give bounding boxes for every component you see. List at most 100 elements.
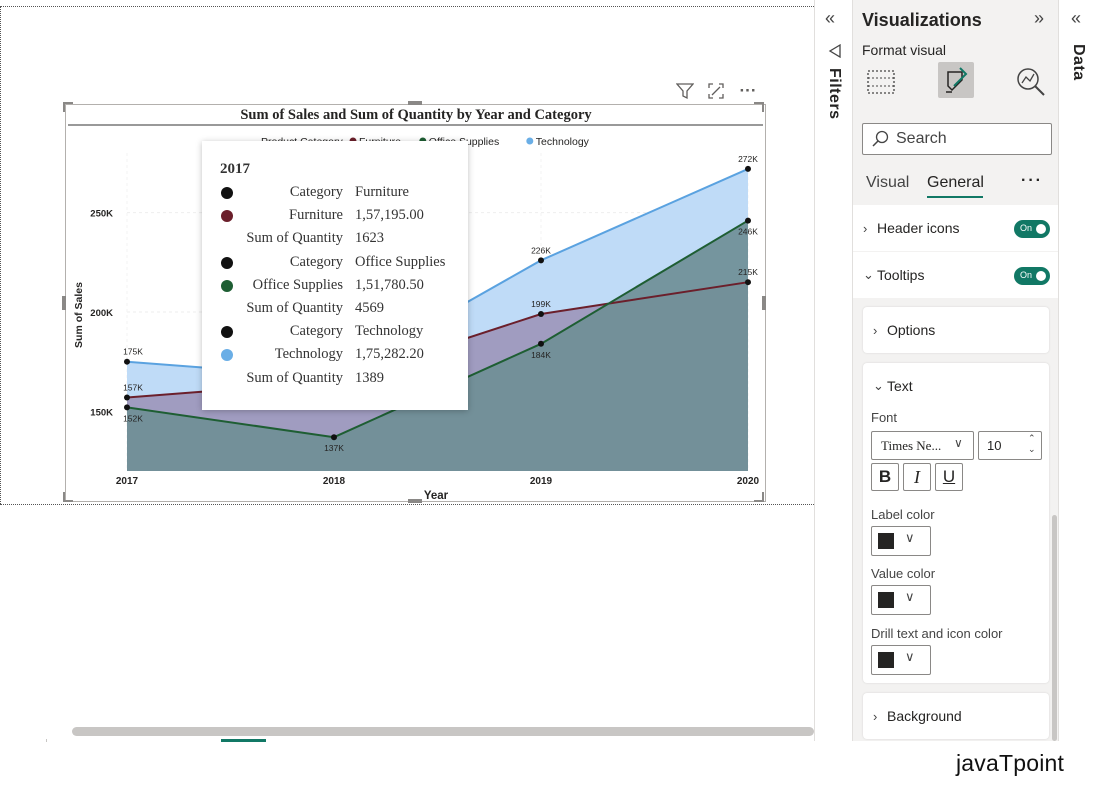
funnel-icon[interactable] [674, 80, 696, 102]
data-label: 175K [123, 347, 143, 357]
resize-handle-left[interactable] [62, 296, 66, 310]
header-icons-row[interactable]: › Header icons On [853, 205, 1059, 251]
format-visual-icon[interactable] [938, 62, 974, 98]
search-box[interactable]: Search [862, 123, 1052, 155]
collapse-chevron-icon[interactable]: « [825, 8, 836, 28]
background-label: Background [887, 708, 962, 724]
font-family-select[interactable]: Times Ne... ∨ [871, 431, 974, 460]
data-label: 272K [738, 154, 758, 164]
page-border-top [0, 6, 814, 7]
color-swatch [878, 533, 894, 549]
chevron-down-icon: ∨ [905, 589, 915, 604]
chart-tooltip: 2017 Category Furniture Furniture 1,57,195.… [202, 141, 468, 410]
tooltip-value: Technology [355, 323, 424, 340]
data-point [538, 257, 544, 264]
data-pane[interactable]: « Data [1058, 0, 1100, 741]
tooltips-row[interactable]: ⌄ Tooltips On [853, 252, 1059, 298]
collapse-chevron-icon[interactable]: « [1071, 8, 1082, 28]
tooltip-value: Furniture [355, 184, 409, 200]
text-section-header[interactable]: ⌄ Text [873, 378, 913, 394]
data-pane-title[interactable]: Data [1070, 44, 1087, 81]
data-point [538, 340, 544, 347]
data-point [124, 404, 130, 411]
data-label: 215K [738, 267, 758, 277]
toggle-label: On [1020, 223, 1033, 233]
x-tick-label: 2019 [530, 476, 553, 487]
font-size-value: 10 [987, 438, 1002, 453]
header-icons-label: Header icons [877, 220, 960, 236]
data-label: 157K [123, 382, 143, 392]
background-card[interactable]: › Background [863, 693, 1049, 739]
focus-mode-icon[interactable] [705, 80, 727, 102]
chevron-right-icon: › [873, 708, 878, 724]
header-icons-toggle[interactable]: On [1014, 220, 1050, 238]
legend-marker [526, 137, 534, 145]
analytics-icon[interactable] [1015, 66, 1047, 98]
chart-x-ticks: 2017 2018 2019 2020 [116, 476, 760, 487]
tab-general[interactable]: General [927, 174, 984, 191]
toggle-knob [1036, 271, 1046, 281]
tooltip-label: Technology [274, 346, 343, 363]
stepper-up-icon[interactable]: ⌃ [1028, 433, 1036, 443]
tooltip-row: Category Office Supplies [202, 252, 468, 274]
active-tab-underline [927, 196, 983, 198]
pane-scrollbar[interactable] [1052, 515, 1057, 741]
resize-handle-right[interactable] [762, 296, 766, 310]
options-card[interactable]: › Options [863, 307, 1049, 353]
text-label: Text [887, 378, 913, 394]
toggle-label: On [1020, 270, 1033, 280]
tooltip-dot [221, 210, 233, 223]
bold-button[interactable]: B [871, 463, 899, 491]
drill-color-picker[interactable]: ∨ [871, 645, 931, 675]
tooltips-toggle[interactable]: On [1014, 267, 1050, 285]
build-visual-icon[interactable] [865, 66, 897, 98]
expand-chevron-icon[interactable]: » [1034, 8, 1045, 28]
filters-pane[interactable]: « Filters [814, 0, 853, 741]
resize-handle-tr[interactable] [754, 102, 764, 112]
chevron-down-icon: ⌄ [863, 267, 874, 282]
resize-handle-top[interactable] [408, 101, 422, 105]
resize-handle-br[interactable] [754, 492, 764, 502]
underline-button[interactable]: U [935, 463, 963, 491]
stepper-down-icon[interactable]: ⌄ [1028, 444, 1036, 454]
horizontal-scrollbar[interactable] [72, 727, 814, 736]
search-input[interactable]: Search [896, 130, 947, 147]
italic-button[interactable]: I [903, 463, 931, 491]
tooltip-row: Category Technology [202, 321, 468, 343]
tooltip-label: Category [289, 323, 343, 340]
tooltip-row: Furniture 1,57,195.00 [202, 205, 468, 227]
label-color-picker[interactable]: ∨ [871, 526, 931, 556]
resize-handle-tl[interactable] [63, 102, 73, 112]
text-card: ⌄ Text [863, 363, 1049, 683]
tooltip-label: Sum of Quantity [246, 300, 343, 316]
report-canvas: ··· Sum of Sales and Sum of Quantity by … [0, 6, 814, 742]
options-label: Options [887, 322, 936, 338]
resize-handle-bottom[interactable] [408, 499, 422, 503]
tooltip-label: Sum of Quantity [246, 369, 343, 386]
data-point [745, 217, 751, 224]
tooltip-value: 1,57,195.00 [355, 207, 424, 224]
active-page-indicator[interactable] [221, 739, 266, 742]
tooltip-row: Category Furniture [202, 182, 468, 204]
resize-handle-bl[interactable] [63, 492, 73, 502]
x-tick-label: 2017 [116, 476, 139, 487]
chart-data-labels: 175K 226K 272K 157K 199K 215K 152K 137K 184K 246K [123, 154, 758, 453]
data-point [538, 310, 544, 317]
value-color-picker[interactable]: ∨ [871, 585, 931, 615]
filters-pane-title[interactable]: Filters [826, 68, 843, 120]
font-size-stepper[interactable]: 10 ⌃ ⌄ [978, 431, 1042, 460]
legend-entry: Technology [536, 136, 590, 148]
tab-more-icon[interactable]: ··· [1021, 172, 1043, 189]
tooltip-label: Category [289, 184, 343, 200]
more-options-icon[interactable]: ··· [739, 81, 757, 100]
label-color-label: Label color [871, 507, 935, 522]
color-swatch [878, 652, 894, 668]
page-border-bottom [0, 504, 814, 505]
tab-visual[interactable]: Visual [866, 174, 910, 191]
tooltip-value: 4569 [355, 300, 384, 316]
tooltip-value: 1623 [355, 230, 384, 247]
tooltip-label: Sum of Quantity [246, 230, 343, 247]
font-label: Font [871, 410, 898, 425]
drill-color-label: Drill text and icon color [871, 626, 1003, 641]
data-point [124, 358, 130, 365]
